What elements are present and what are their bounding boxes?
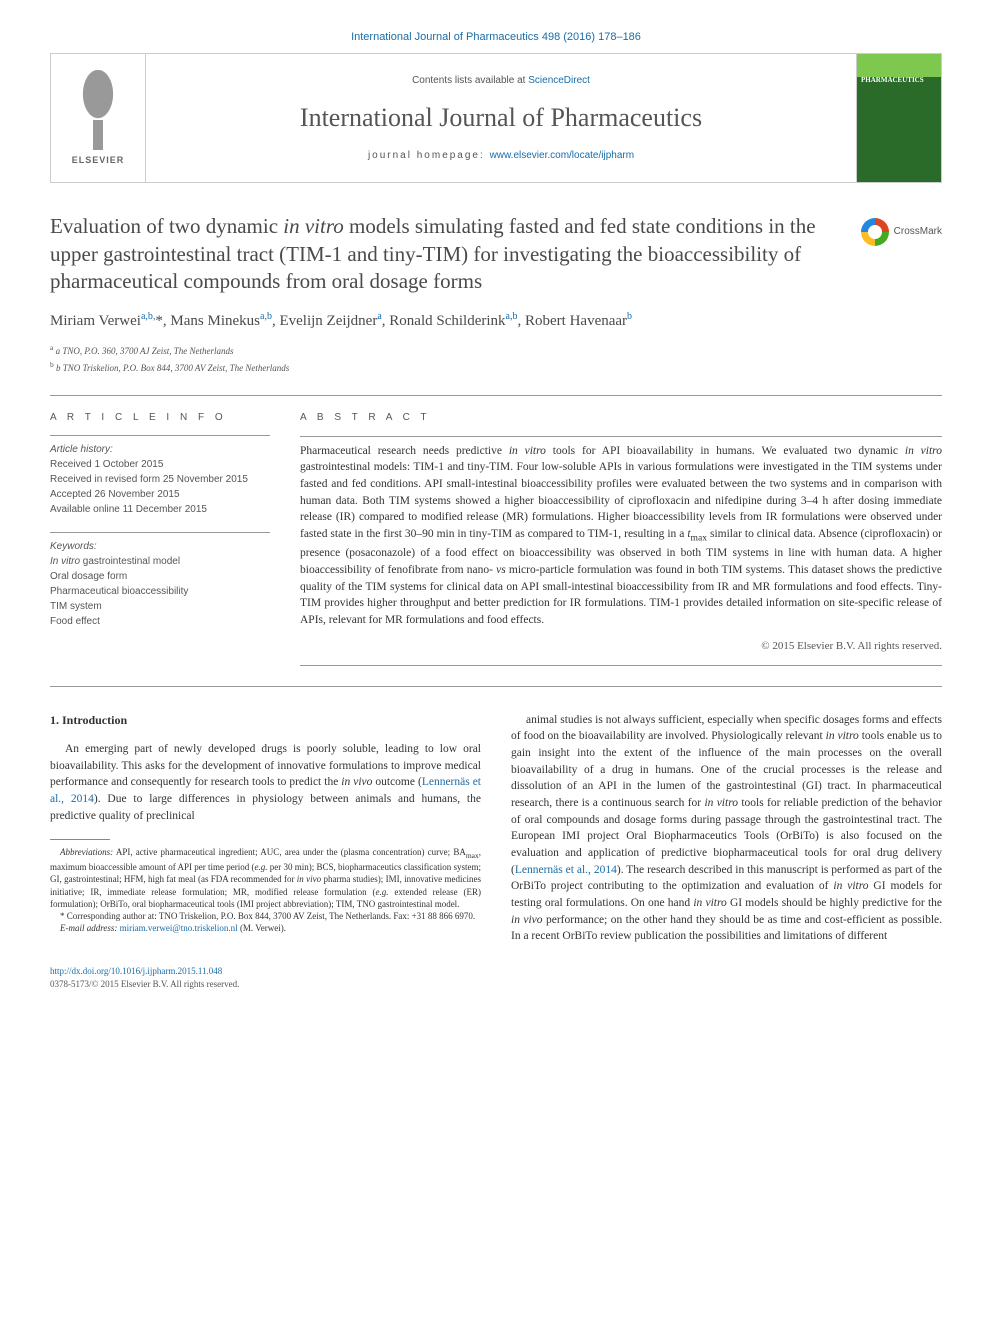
article-title: Evaluation of two dynamic in vitro model… <box>50 213 841 295</box>
abstract-header: A B S T R A C T <box>300 411 942 426</box>
history-received: Received 1 October 2015 <box>50 457 270 472</box>
keyword-3: TIM system <box>50 599 270 614</box>
body-columns: 1. Introduction An emerging part of newl… <box>50 712 942 945</box>
journal-name: International Journal of Pharmaceutics <box>300 100 702 136</box>
history-revised: Received in revised form 25 November 201… <box>50 472 270 487</box>
keyword-2: Pharmaceutical bioaccessibility <box>50 584 270 599</box>
homepage-prefix: journal homepage: <box>368 150 490 161</box>
author-list: Miriam Verweia,b,*, Mans Minekusa,b, Eve… <box>50 310 942 332</box>
keywords-label: Keywords: <box>50 539 270 554</box>
crossmark-icon <box>861 218 889 246</box>
journal-header: ELSEVIER Contents lists available at Sci… <box>50 53 942 183</box>
divider <box>50 395 942 396</box>
intro-heading: 1. Introduction <box>50 712 481 729</box>
article-history: Article history: Received 1 October 2015… <box>50 442 270 517</box>
keyword-1: Oral dosage form <box>50 569 270 584</box>
affiliation-b: b b TNO Triskelion, P.O. Box 844, 3700 A… <box>50 359 942 376</box>
issn-copyright: 0378-5173/© 2015 Elsevier B.V. All right… <box>50 979 239 989</box>
abbreviations-footnote: Abbreviations: API, active pharmaceutica… <box>50 846 481 909</box>
corresponding-footnote: * Corresponding author at: TNO Triskelio… <box>50 910 481 922</box>
elsevier-tree-icon <box>63 70 133 150</box>
article-info-header: A R T I C L E I N F O <box>50 411 270 425</box>
cover-label: PHARMACEUTICS <box>861 76 924 86</box>
sciencedirect-link[interactable]: ScienceDirect <box>528 75 590 86</box>
affiliations: a a TNO, P.O. 360, 3700 AJ Zeist, The Ne… <box>50 342 942 375</box>
crossmark-badge[interactable]: CrossMark <box>861 218 942 246</box>
keyword-4: Food effect <box>50 614 270 629</box>
corresponding-email-link[interactable]: miriam.verwei@tno.triskelion.nl <box>120 923 238 933</box>
divider <box>50 686 942 687</box>
keywords-block: Keywords: In vitro gastrointestinal mode… <box>50 539 270 629</box>
abstract-copyright: © 2015 Elsevier B.V. All rights reserved… <box>300 639 942 655</box>
journal-homepage-line: journal homepage: www.elsevier.com/locat… <box>368 149 634 163</box>
abstract-section: A B S T R A C T Pharmaceutical research … <box>300 411 942 665</box>
email-footnote: E-mail address: miriam.verwei@tno.triske… <box>50 922 481 934</box>
history-online: Available online 11 December 2015 <box>50 502 270 517</box>
intro-para-2: animal studies is not always sufficient,… <box>511 712 942 945</box>
footnote-separator <box>50 839 110 840</box>
article-info-sidebar: A R T I C L E I N F O Article history: R… <box>50 411 270 665</box>
journal-homepage-link[interactable]: www.elsevier.com/locate/ijpharm <box>490 150 635 161</box>
contents-line: Contents lists available at ScienceDirec… <box>412 74 590 88</box>
page-footer: http://dx.doi.org/10.1016/j.ijpharm.2015… <box>50 965 942 990</box>
journal-citation: International Journal of Pharmaceutics 4… <box>50 30 942 45</box>
header-center: Contents lists available at ScienceDirec… <box>146 54 856 182</box>
doi-link[interactable]: http://dx.doi.org/10.1016/j.ijpharm.2015… <box>50 966 222 976</box>
publisher-name: ELSEVIER <box>72 154 125 167</box>
publisher-logo[interactable]: ELSEVIER <box>51 54 146 182</box>
keyword-0: In vitro gastrointestinal model <box>50 554 270 569</box>
affiliation-a: a a TNO, P.O. 360, 3700 AJ Zeist, The Ne… <box>50 342 942 359</box>
history-label: Article history: <box>50 442 270 457</box>
history-accepted: Accepted 26 November 2015 <box>50 487 270 502</box>
intro-para-1: An emerging part of newly developed drug… <box>50 741 481 824</box>
crossmark-label: CrossMark <box>894 225 942 239</box>
abstract-text: Pharmaceutical research needs predictive… <box>300 443 942 629</box>
journal-cover-thumbnail[interactable]: PHARMACEUTICS <box>856 54 941 182</box>
contents-prefix: Contents lists available at <box>412 75 528 86</box>
